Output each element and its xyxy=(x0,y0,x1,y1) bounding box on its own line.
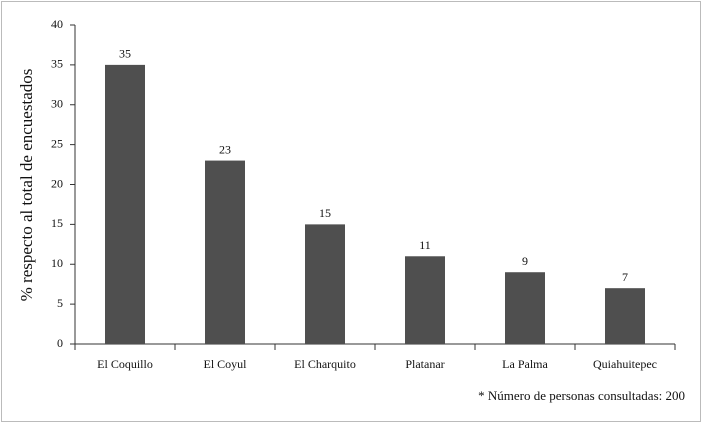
y-tick-label: 5 xyxy=(57,296,63,310)
y-tick-label: 25 xyxy=(51,136,63,150)
x-tick-label: El Coquillo xyxy=(97,357,153,371)
bar xyxy=(605,288,645,344)
bar xyxy=(105,64,145,344)
y-tick-label: 40 xyxy=(51,17,63,31)
y-tick-label: 35 xyxy=(51,57,63,71)
y-tick-label: 10 xyxy=(51,256,63,270)
x-tick-label: Quiahuitepec xyxy=(593,357,657,371)
x-tick-label: El Coyul xyxy=(203,357,247,371)
data-label: 9 xyxy=(522,254,528,268)
data-label: 35 xyxy=(119,47,131,61)
bar xyxy=(305,224,345,344)
y-tick-label: 30 xyxy=(51,97,63,111)
y-tick-label: 20 xyxy=(51,176,63,190)
y-tick-label: 15 xyxy=(51,216,63,230)
y-axis-label: % respecto al total de encuestados xyxy=(17,69,36,302)
footnote: * Número de personas consultadas: 200 xyxy=(478,388,685,403)
x-tick-label: El Charquito xyxy=(294,357,356,371)
x-tick-label: La Palma xyxy=(502,357,548,371)
data-label: 23 xyxy=(219,142,231,156)
data-label: 11 xyxy=(419,238,431,252)
bar xyxy=(405,256,445,344)
x-tick-label: Platanar xyxy=(405,357,444,371)
bar xyxy=(505,272,545,344)
bar xyxy=(205,160,245,344)
data-label: 7 xyxy=(622,270,628,284)
data-label: 15 xyxy=(319,206,331,220)
y-tick-label: 0 xyxy=(57,336,63,350)
